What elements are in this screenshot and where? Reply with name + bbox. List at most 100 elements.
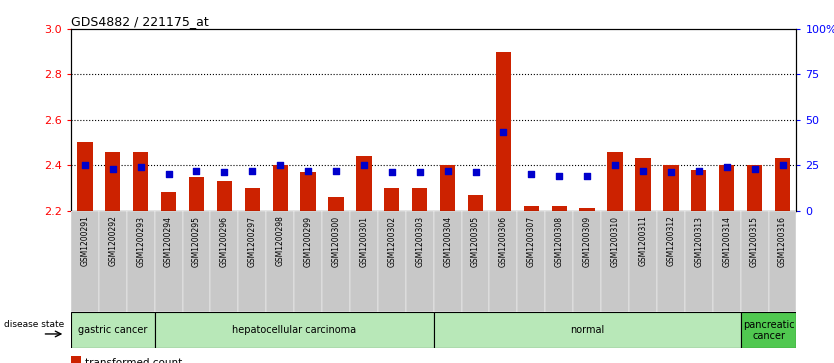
Bar [495, 52, 511, 211]
Text: GSM1200316: GSM1200316 [778, 216, 787, 266]
Point [106, 166, 119, 172]
Bar [71, 356, 81, 363]
Bar [769, 211, 796, 312]
Bar [350, 211, 378, 312]
Bar [663, 165, 679, 211]
Text: GSM1200298: GSM1200298 [276, 216, 284, 266]
Bar [747, 165, 762, 211]
Text: hepatocellular carcinoma: hepatocellular carcinoma [232, 325, 356, 335]
Text: normal: normal [570, 325, 605, 335]
Bar [461, 211, 490, 312]
Point [329, 168, 343, 174]
Text: GSM1200300: GSM1200300 [331, 216, 340, 267]
Bar [161, 192, 176, 211]
Bar [300, 172, 316, 211]
Point [78, 162, 92, 168]
Bar [490, 211, 517, 312]
Bar [356, 156, 372, 211]
Bar [154, 312, 434, 348]
Bar [210, 211, 239, 312]
Point [357, 162, 370, 168]
Text: GSM1200303: GSM1200303 [415, 216, 425, 267]
Text: GSM1200295: GSM1200295 [192, 216, 201, 266]
Point [134, 164, 148, 170]
Point [664, 170, 677, 175]
Point [580, 173, 594, 179]
Bar [154, 211, 183, 312]
Text: GSM1200312: GSM1200312 [666, 216, 676, 266]
Bar [551, 206, 567, 211]
Point [413, 170, 426, 175]
Bar [741, 211, 769, 312]
Text: GSM1200305: GSM1200305 [471, 216, 480, 267]
Text: GSM1200302: GSM1200302 [387, 216, 396, 266]
Text: disease state: disease state [3, 321, 63, 329]
Bar [329, 197, 344, 211]
Text: pancreatic
cancer: pancreatic cancer [743, 319, 794, 341]
Bar [573, 211, 601, 312]
Bar [601, 211, 629, 312]
Bar [545, 211, 573, 312]
Text: GDS4882 / 221175_at: GDS4882 / 221175_at [71, 15, 208, 28]
Text: gastric cancer: gastric cancer [78, 325, 148, 335]
Bar [294, 211, 322, 312]
Bar [133, 152, 148, 211]
Bar [384, 188, 399, 211]
Text: GSM1200301: GSM1200301 [359, 216, 369, 266]
Point [218, 170, 231, 175]
Bar [607, 152, 623, 211]
Text: transformed count: transformed count [85, 358, 183, 363]
Bar [217, 181, 232, 211]
Bar [517, 211, 545, 312]
Text: GSM1200299: GSM1200299 [304, 216, 313, 266]
Point [636, 168, 650, 174]
Point [497, 130, 510, 135]
Bar [183, 211, 210, 312]
Bar [629, 211, 657, 312]
Bar [657, 211, 685, 312]
Bar [713, 211, 741, 312]
Point [245, 168, 259, 174]
Bar [434, 312, 741, 348]
Point [608, 162, 621, 168]
Bar [412, 188, 427, 211]
Point [274, 162, 287, 168]
Text: GSM1200314: GSM1200314 [722, 216, 731, 266]
Bar [273, 165, 288, 211]
Point [692, 168, 706, 174]
Point [469, 170, 482, 175]
Text: GSM1200308: GSM1200308 [555, 216, 564, 266]
Point [525, 171, 538, 177]
Bar [775, 158, 790, 211]
Point [720, 164, 733, 170]
Bar [406, 211, 434, 312]
Text: GSM1200292: GSM1200292 [108, 216, 118, 266]
Bar [580, 208, 595, 211]
Bar [691, 170, 706, 211]
Bar [524, 206, 539, 211]
Text: GSM1200297: GSM1200297 [248, 216, 257, 266]
Bar [468, 195, 483, 211]
Text: GSM1200315: GSM1200315 [750, 216, 759, 266]
Text: GSM1200304: GSM1200304 [443, 216, 452, 267]
Bar [636, 158, 651, 211]
Bar [188, 176, 204, 211]
Text: GSM1200313: GSM1200313 [694, 216, 703, 266]
Point [748, 166, 761, 172]
Text: GSM1200296: GSM1200296 [220, 216, 229, 266]
Point [162, 171, 175, 177]
Bar [244, 188, 260, 211]
Bar [71, 312, 154, 348]
Point [385, 170, 399, 175]
Point [553, 173, 566, 179]
Text: GSM1200306: GSM1200306 [499, 216, 508, 267]
Bar [127, 211, 154, 312]
Bar [71, 211, 98, 312]
Bar [98, 211, 127, 312]
Point [441, 168, 455, 174]
Point [776, 162, 789, 168]
Bar [322, 211, 350, 312]
Text: GSM1200291: GSM1200291 [80, 216, 89, 266]
Bar [239, 211, 266, 312]
Bar [434, 211, 461, 312]
